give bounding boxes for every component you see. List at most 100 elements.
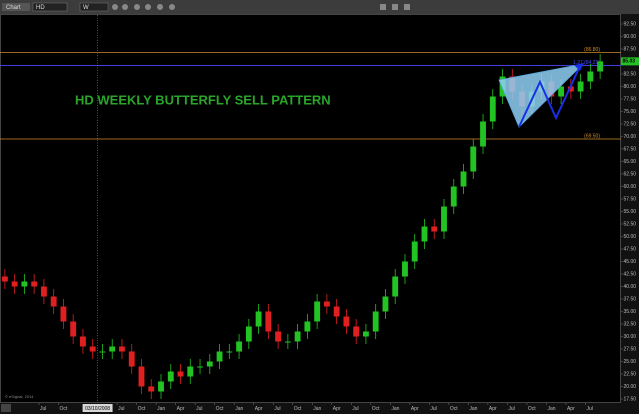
y-tick-label: 72.50 xyxy=(624,121,637,127)
y-tick-label: 57.50 xyxy=(624,196,637,202)
y-tick-label: 40.00 xyxy=(624,284,637,290)
candle-body xyxy=(333,306,340,317)
y-tick-label: 37.50 xyxy=(624,296,637,302)
options-button[interactable] xyxy=(1,404,11,412)
y-tick-label: 92.50 xyxy=(624,21,637,27)
y-tick-label: 32.50 xyxy=(624,321,637,327)
candle-body xyxy=(489,96,496,122)
x-tick-label: Oct xyxy=(138,406,146,412)
window-label: Chart xyxy=(6,5,21,11)
y-tick-label: 47.50 xyxy=(624,246,637,252)
y-tick-label: 67.50 xyxy=(624,146,637,152)
y-tick-label: 82.50 xyxy=(624,71,637,77)
candle-body xyxy=(304,321,311,332)
y-tick-label: 62.50 xyxy=(624,171,637,177)
candle-body xyxy=(177,371,184,377)
x-tick-label: Jan xyxy=(235,406,243,412)
candle-body xyxy=(216,351,223,362)
x-tick-label: Apr xyxy=(489,406,497,412)
x-tick-label: Apr xyxy=(255,406,263,412)
price-axis xyxy=(621,14,639,403)
x-tick-label: Oct xyxy=(60,406,68,412)
x-tick-label: Jul xyxy=(40,406,46,412)
y-tick-label: 45.00 xyxy=(624,259,637,265)
y-tick-label: 20.00 xyxy=(624,384,637,390)
x-tick-label: Oct xyxy=(216,406,224,412)
candle-body xyxy=(382,296,389,312)
y-tick-label: 52.50 xyxy=(624,221,637,227)
x-tick-label: Apr xyxy=(333,406,341,412)
candle-body xyxy=(441,206,447,232)
candle-body xyxy=(294,331,301,342)
candle-body xyxy=(314,301,321,322)
plot-area xyxy=(0,14,621,403)
pattern-arrow xyxy=(518,65,581,128)
candle-body xyxy=(11,281,18,287)
symbol-box[interactable] xyxy=(32,2,68,12)
toolbar xyxy=(0,0,639,14)
last-price-label: 85.03 xyxy=(623,59,636,65)
y-tick-label: 77.50 xyxy=(624,96,637,102)
last-price-tag xyxy=(621,57,639,66)
candle-body xyxy=(587,71,594,82)
candle-body xyxy=(480,121,486,147)
candle-body xyxy=(128,351,135,367)
x-tick-label: Oct xyxy=(528,406,536,412)
y-tick-label: 80.00 xyxy=(624,84,637,90)
candle-body xyxy=(323,301,330,307)
candle-body xyxy=(558,86,565,97)
candle-body xyxy=(119,346,125,352)
time-axis xyxy=(0,403,639,414)
candle-body xyxy=(577,81,584,92)
candle-body xyxy=(167,371,174,382)
candle-body xyxy=(31,281,38,287)
chart-title: HD WEEKLY BUTTERFLY SELL PATTERN xyxy=(75,92,331,107)
y-tick-label: 17.50 xyxy=(624,396,637,402)
candle-body xyxy=(206,361,213,367)
reference-label: 1.27 (84.21) xyxy=(573,60,600,66)
candle-body xyxy=(284,341,291,343)
candle-body xyxy=(109,346,116,352)
x-tick-label: Oct xyxy=(294,406,302,412)
copyright: © eSignal, 2014 xyxy=(5,394,34,399)
candle-body xyxy=(1,276,8,282)
y-tick-label: 70.00 xyxy=(624,134,637,140)
candle-body xyxy=(70,321,77,337)
reference-label: (86.80) xyxy=(584,47,600,53)
candle-body xyxy=(421,226,428,242)
symbol: HD xyxy=(36,5,45,11)
x-tick-label: Jul xyxy=(508,406,514,412)
y-tick-label: 30.00 xyxy=(624,334,637,340)
y-tick-label: 22.50 xyxy=(624,371,637,377)
reference-label: (69.50) xyxy=(584,133,600,139)
candle-body xyxy=(236,341,242,352)
candle-body xyxy=(431,226,438,232)
candle-body xyxy=(567,86,574,92)
y-tick-label: 65.00 xyxy=(624,159,637,165)
y-tick-label: 75.00 xyxy=(624,109,637,115)
arrow-head xyxy=(574,63,584,71)
candle-body xyxy=(226,351,233,353)
window-button[interactable] xyxy=(2,3,30,11)
y-tick-label: 35.00 xyxy=(624,309,637,315)
y-tick-label: 42.50 xyxy=(624,271,637,277)
x-tick-label: Apr xyxy=(411,406,419,412)
candle-body xyxy=(99,351,106,353)
x-tick-label: Jan xyxy=(547,406,555,412)
x-tick-label: Jul xyxy=(118,406,124,412)
crosshair-label: 03/10/2008 xyxy=(85,406,110,412)
y-tick-label: 25.00 xyxy=(624,359,637,365)
candle-body xyxy=(80,336,86,347)
candle-body xyxy=(470,146,477,172)
y-tick-label: 60.00 xyxy=(624,184,637,190)
candle-body xyxy=(60,306,67,322)
candle-body xyxy=(265,311,272,332)
x-tick-label: Jan xyxy=(157,406,165,412)
x-tick-label: Jan xyxy=(469,406,477,412)
candle-body xyxy=(402,261,408,277)
candle-body xyxy=(392,276,399,297)
interval-box[interactable] xyxy=(79,2,109,12)
crosshair-tag xyxy=(82,404,113,412)
y-tick-label: 50.00 xyxy=(624,234,637,240)
